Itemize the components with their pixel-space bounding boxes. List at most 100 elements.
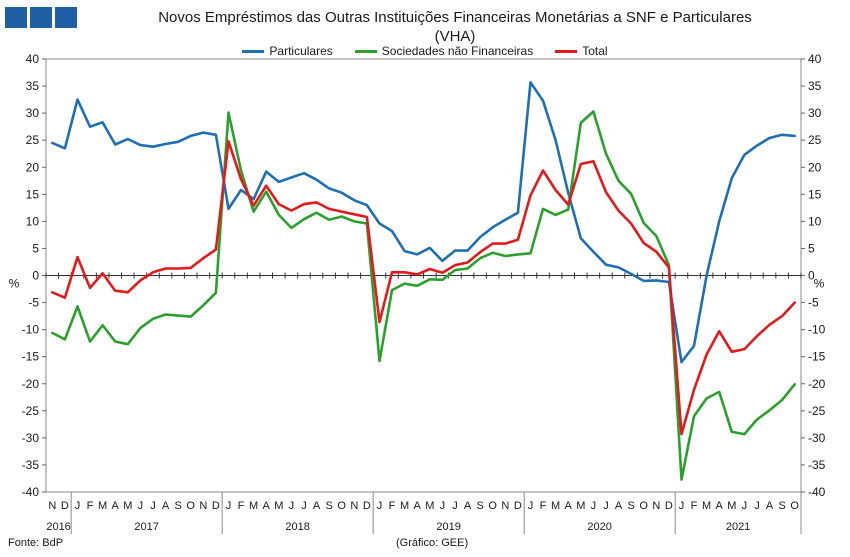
legend-item-snf: Sociedades não Financeiras — [354, 44, 534, 58]
x-month-label: M — [425, 500, 434, 512]
x-month-label: N — [48, 500, 56, 512]
legend-item-particulares: Particulares — [242, 44, 333, 58]
chart-title-line1: Novos Empréstimos das Outras Instituiçõe… — [158, 9, 752, 26]
x-month-label: S — [174, 500, 181, 512]
x-month-label: J — [591, 500, 597, 512]
y-tick-label-left: 5 — [32, 241, 39, 255]
y-tick-label-right: -35 — [808, 458, 826, 472]
x-month-label: M — [702, 500, 711, 512]
x-month-label: A — [414, 500, 422, 512]
logo-block — [5, 7, 27, 28]
y-tick-label-left: 40 — [26, 52, 40, 66]
legend-label: Particulares — [269, 44, 333, 58]
x-month-label: J — [75, 500, 81, 512]
x-month-label: J — [301, 500, 307, 512]
x-month-label: F — [540, 500, 547, 512]
x-year-label: 2019 — [436, 521, 460, 533]
y-tick-label-right: 5 — [808, 241, 815, 255]
y-tick-label-right: -15 — [808, 350, 826, 364]
x-month-label: A — [615, 500, 623, 512]
x-month-label: D — [212, 500, 220, 512]
series-line-1 — [50, 81, 797, 364]
legend-swatch — [555, 49, 578, 53]
x-month-label: J — [754, 500, 760, 512]
y-tick-label-left: -20 — [22, 377, 40, 391]
x-month-label: O — [337, 500, 346, 512]
x-month-label: O — [639, 500, 648, 512]
x-month-label: A — [766, 500, 774, 512]
legend-swatch — [242, 49, 265, 53]
y-tick-label-right: 20 — [808, 160, 822, 174]
x-month-label: M — [98, 500, 107, 512]
x-month-label: S — [476, 500, 483, 512]
x-month-label: A — [716, 500, 724, 512]
x-month-label: S — [778, 500, 785, 512]
x-month-label: A — [162, 500, 170, 512]
x-year-label: 2016 — [46, 521, 70, 533]
x-month-label: N — [652, 500, 660, 512]
x-month-label: M — [400, 500, 409, 512]
y-tick-label-left: 20 — [26, 160, 40, 174]
y-tick-label-left: -30 — [22, 431, 40, 445]
x-month-label: M — [576, 500, 585, 512]
y-axis-label-left: % — [9, 277, 20, 291]
x-month-label: J — [377, 500, 383, 512]
y-axis-label-right: % — [814, 277, 825, 291]
x-month-label: N — [501, 500, 509, 512]
x-month-label: M — [727, 500, 736, 512]
x-month-label: J — [679, 500, 685, 512]
y-tick-label-left: -35 — [22, 458, 40, 472]
x-month-label: J — [226, 500, 232, 512]
chart-title-line2: (VHA) — [434, 28, 476, 45]
footer-source: Fonte: BdP — [8, 537, 64, 549]
y-tick-label-right: -25 — [808, 404, 826, 418]
x-month-label: D — [61, 500, 69, 512]
x-year-label: 2017 — [134, 521, 158, 533]
y-tick-label-left: 30 — [26, 106, 40, 120]
y-tick-label-left: -10 — [22, 323, 40, 337]
y-tick-label-left: 0 — [32, 269, 39, 283]
legend-swatch — [354, 49, 377, 53]
x-month-label: D — [363, 500, 371, 512]
y-tick-label-right: 30 — [808, 106, 822, 120]
x-year-label: 2018 — [285, 521, 309, 533]
x-month-label: D — [665, 500, 673, 512]
chart-legend: Particulares Sociedades não Financeiras … — [0, 44, 850, 58]
legend-label: Total — [582, 44, 608, 58]
legend-label: Sociedades não Financeiras — [381, 44, 534, 58]
x-month-label: A — [565, 500, 573, 512]
chart-title: Novos Empréstimos das Outras Instituiçõe… — [110, 8, 800, 46]
x-month-label: J — [138, 500, 144, 512]
y-tick-label-left: 35 — [26, 79, 40, 93]
y-tick-label-left: 15 — [26, 187, 40, 201]
y-tick-label-left: 10 — [26, 214, 40, 228]
y-tick-label-right: 40 — [808, 52, 822, 66]
y-tick-label-right: -10 — [808, 323, 826, 337]
y-tick-label-left: -15 — [22, 350, 40, 364]
logo-block — [30, 7, 52, 28]
y-tick-label-right: -40 — [808, 485, 826, 499]
x-year-label: 2021 — [726, 521, 750, 533]
x-month-label: J — [289, 500, 295, 512]
footer-credit: (Gráfico: GEE) — [396, 537, 469, 549]
x-month-label: F — [691, 500, 698, 512]
series-line-3 — [50, 140, 797, 436]
y-tick-label-right: -20 — [808, 377, 826, 391]
logo-block — [55, 7, 77, 28]
x-month-label: J — [440, 500, 446, 512]
x-month-label: F — [238, 500, 245, 512]
y-tick-label-right: -30 — [808, 431, 826, 445]
y-tick-label-right: -5 — [808, 296, 819, 310]
x-month-label: M — [123, 500, 132, 512]
y-tick-label-right: 35 — [808, 79, 822, 93]
x-month-label: M — [249, 500, 258, 512]
x-month-label: O — [186, 500, 195, 512]
y-tick-label-left: -5 — [28, 296, 39, 310]
x-month-label: J — [742, 500, 748, 512]
y-tick-label-right: 25 — [808, 133, 822, 147]
x-month-label: A — [112, 500, 120, 512]
x-month-label: M — [274, 500, 283, 512]
x-year-label: 2020 — [587, 521, 611, 533]
x-month-label: A — [313, 500, 321, 512]
